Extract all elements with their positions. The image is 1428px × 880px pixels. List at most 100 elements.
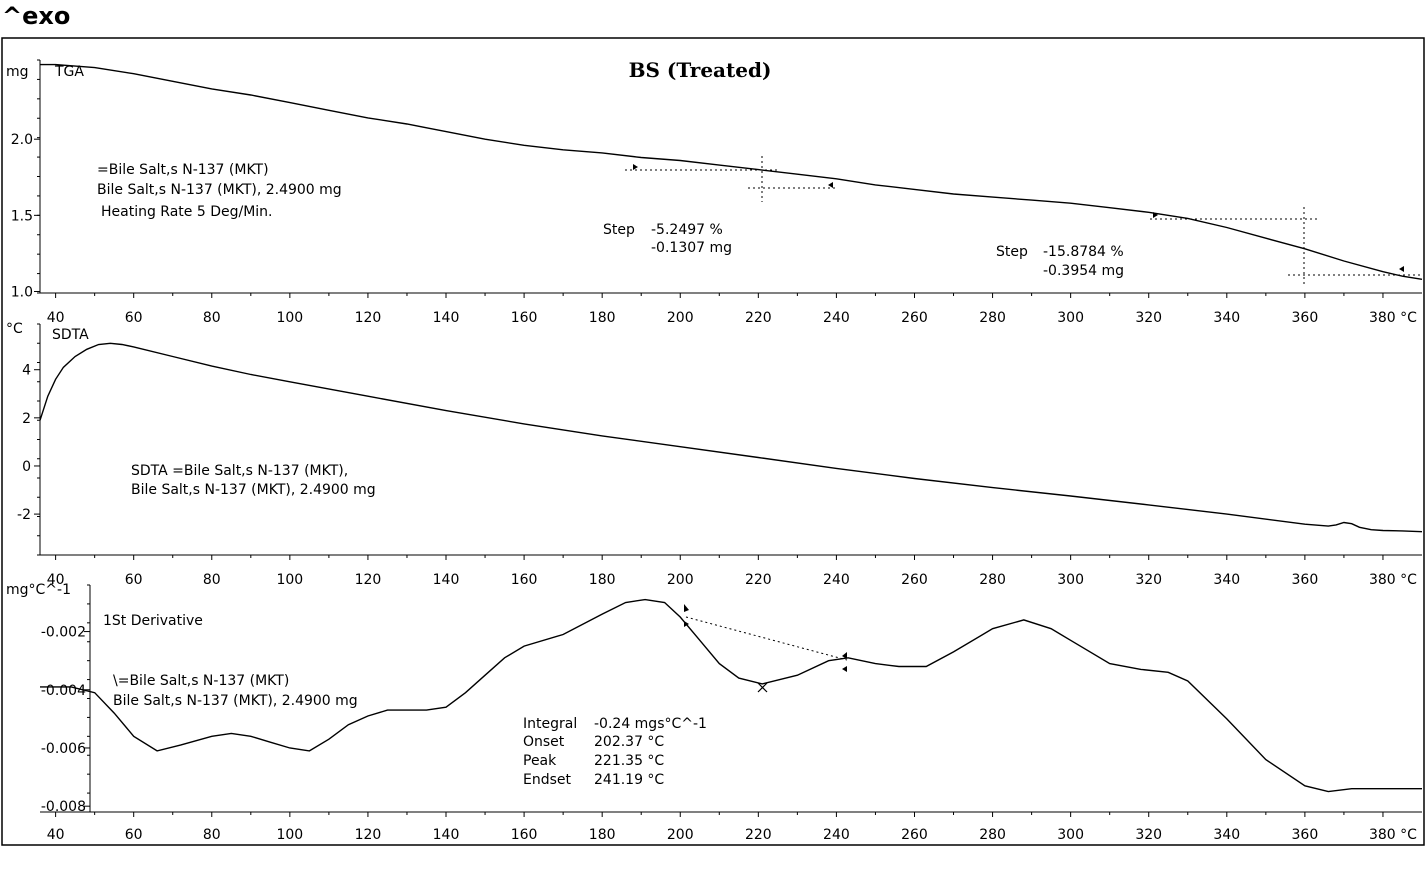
sdta-y-ticks: 4 2 0 -2 — [17, 323, 40, 556]
x-tick-label: 380 °C — [1369, 310, 1417, 326]
x-tick-label: 360 — [1292, 572, 1319, 588]
derivative-curve — [40, 598, 1422, 793]
x-tick-label: 180 — [589, 310, 616, 326]
x-tick-label: 260 — [901, 572, 928, 588]
x-tick-label: 60 — [125, 310, 143, 326]
x-tick-label: 60 — [125, 572, 143, 588]
derivative-y-ticks: -0.002 -0.004 -0.006 -0.008 — [41, 584, 90, 815]
x-tick-label: 100 — [276, 827, 303, 843]
integral-label: Integral — [523, 716, 577, 732]
tga-step1-percent: -5.2497 % — [651, 222, 723, 238]
endset-value: 241.19 °C — [594, 772, 664, 788]
x-tick-label: 240 — [823, 572, 850, 588]
x-tick-label: 220 — [745, 310, 772, 326]
x-tick-label: 80 — [203, 572, 221, 588]
chart-title: BS (Treated) — [629, 58, 772, 82]
x-tick-label: 380 °C — [1369, 572, 1417, 588]
y-tick-label: -0.004 — [41, 683, 86, 699]
derivative-x-ticks: 40 60 80 100 120 140 160 180 200 220 240 260 280 300 3… — [47, 812, 1417, 843]
y-tick-label: -0.008 — [41, 799, 86, 815]
x-tick-label: 60 — [125, 827, 143, 843]
derivative-ylabel: mg°C^-1 — [6, 582, 71, 598]
x-tick-label: 360 — [1292, 310, 1319, 326]
x-tick-label: 200 — [667, 310, 694, 326]
x-tick-label: 300 — [1057, 310, 1084, 326]
peak-value: 221.35 °C — [594, 753, 664, 769]
x-tick-label: 320 — [1135, 310, 1162, 326]
tga-curve-label: TGA — [54, 64, 84, 80]
derivative-sample-line-1: \=Bile Salt,s N-137 (MKT) — [113, 673, 289, 689]
x-tick-label: 260 — [901, 310, 928, 326]
tga-ylabel: mg — [6, 64, 29, 80]
y-tick-label: -2 — [17, 507, 31, 523]
y-tick-label: 1.5 — [11, 208, 33, 224]
onset-value: 202.37 °C — [594, 734, 664, 750]
tga-step2-percent: -15.8784 % — [1043, 244, 1124, 260]
x-tick-label: 280 — [979, 827, 1006, 843]
x-tick-label: 120 — [355, 572, 382, 588]
x-tick-label: 40 — [47, 310, 65, 326]
tga-step2-mass: -0.3954 mg — [1043, 263, 1124, 279]
y-tick-label: 2.0 — [11, 132, 33, 148]
x-tick-label: 360 — [1292, 827, 1319, 843]
sdta-ylabel: °C — [6, 321, 23, 337]
x-tick-label: 140 — [433, 572, 460, 588]
sdta-curve — [39, 342, 1423, 533]
sdta-x-ticks: 40 60 80 100 120 140 160 180 200 220 240 260 280 300 3… — [47, 555, 1417, 588]
x-tick-label: 280 — [979, 572, 1006, 588]
x-tick-label: 120 — [355, 310, 382, 326]
y-tick-label: 2 — [22, 411, 31, 427]
x-tick-label: 240 — [823, 310, 850, 326]
x-tick-label: 160 — [511, 310, 538, 326]
integral-value: -0.24 mgs°C^-1 — [594, 716, 707, 732]
x-tick-label: 80 — [203, 310, 221, 326]
x-tick-label: 100 — [276, 310, 303, 326]
x-tick-label: 300 — [1057, 827, 1084, 843]
tga-x-ticks: 40 60 80 100 120 140 160 180 200 220 240 260 280 300 3… — [47, 293, 1417, 326]
x-tick-label: 160 — [511, 572, 538, 588]
chart-frame — [1, 37, 1425, 846]
x-tick-label: 160 — [511, 827, 538, 843]
x-tick-label: 340 — [1213, 827, 1240, 843]
derivative-curve-label: 1St Derivative — [103, 613, 203, 629]
y-tick-label: 0 — [22, 459, 31, 475]
x-tick-label: 200 — [667, 572, 694, 588]
tga-panel: BS (Treated) mg TGA 2.0 1.5 1.0 40 60 80 100 1… — [6, 58, 1423, 326]
x-tick-label: 300 — [1057, 572, 1084, 588]
endset-label: Endset — [523, 772, 572, 788]
y-tick-label: 4 — [22, 363, 31, 379]
tga-heating-rate: Heating Rate 5 Deg/Min. — [101, 204, 273, 220]
y-tick-label: -0.006 — [41, 741, 86, 757]
derivative-panel: mg°C^-1 1St Derivative -0.002-0.004-0.00… — [6, 582, 1422, 843]
tga-y-ticks: 2.0 1.5 1.0 — [11, 59, 40, 300]
x-tick-label: 260 — [901, 827, 928, 843]
x-tick-label: 80 — [203, 827, 221, 843]
tga-step2-label: Step — [996, 244, 1028, 260]
x-tick-label: 220 — [745, 827, 772, 843]
tga-step1-mass: -0.1307 mg — [651, 240, 732, 256]
x-tick-label: 40 — [47, 572, 65, 588]
peak-label: Peak — [523, 753, 557, 769]
derivative-sample-line-2: Bile Salt,s N-137 (MKT), 2.4900 mg — [113, 693, 358, 709]
x-tick-label: 120 — [355, 827, 382, 843]
tga-step-construction — [625, 156, 1420, 285]
exo-label: ^exo — [2, 2, 71, 30]
sdta-panel: °C SDTA 4 2 0 -2 40 60 80 100 120 140 160 180 200 22… — [6, 321, 1423, 588]
sdta-sample-line-1: SDTA =Bile Salt,s N-137 (MKT), — [131, 463, 348, 479]
x-tick-label: 200 — [667, 827, 694, 843]
sdta-sample-line-2: Bile Salt,s N-137 (MKT), 2.4900 mg — [131, 482, 376, 498]
x-tick-label: 320 — [1135, 827, 1162, 843]
tga-step-markers — [633, 164, 1404, 272]
onset-label: Onset — [523, 734, 565, 750]
tga-step1-label: Step — [603, 222, 635, 238]
x-tick-label: 140 — [433, 310, 460, 326]
derivative-markers — [684, 604, 847, 672]
x-tick-label: 220 — [745, 572, 772, 588]
x-tick-label: 180 — [589, 827, 616, 843]
derivative-peak-marker — [757, 682, 768, 693]
y-tick-label: -0.002 — [41, 625, 86, 641]
x-tick-label: 340 — [1213, 572, 1240, 588]
sdta-curve-label: SDTA — [52, 327, 89, 343]
x-tick-label: 340 — [1213, 310, 1240, 326]
